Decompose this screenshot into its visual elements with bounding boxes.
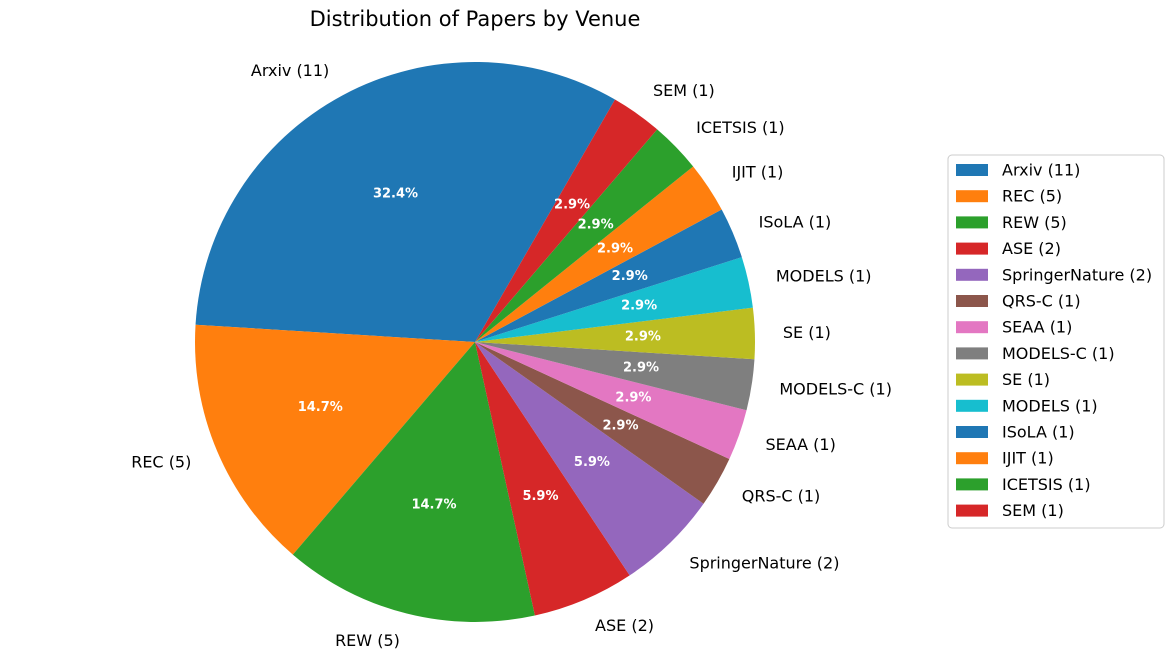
legend-label-sem-1: SEM (1) <box>1002 501 1064 520</box>
pie-slices <box>195 62 755 622</box>
slice-percent-ijit-1: 2.9% <box>597 242 633 257</box>
slice-label-ase-2: ASE (2) <box>595 616 654 635</box>
legend-swatch-ijit-1 <box>956 452 988 465</box>
slice-percent-models-c-1: 2.9% <box>623 360 659 375</box>
legend-swatch-rew-5 <box>956 216 988 229</box>
pie-slice-seaa-1 <box>475 342 747 460</box>
slice-percent-qrs-c-1: 2.9% <box>602 419 638 434</box>
slice-label-rec-5: REC (5) <box>131 453 191 472</box>
slice-label-rew-5: REW (5) <box>335 631 400 650</box>
pie-slice-se-1 <box>475 307 755 360</box>
pie-slice-icetsis-1 <box>475 129 694 342</box>
slice-label-ijit-1: IJIT (1) <box>732 162 784 181</box>
pie-slice-models-c-1 <box>475 342 755 411</box>
slice-percent-rew-5: 14.7% <box>411 497 456 512</box>
slice-labels: Arxiv (11) REC (5) REW (5) ASE (2) SpringerN… <box>131 61 892 650</box>
pie-slice-models-1 <box>475 257 753 342</box>
pie-slice-arxiv-11 <box>195 62 615 343</box>
slice-percent-springernature-2: 5.9% <box>574 455 610 470</box>
legend-label-ijit-1: IJIT (1) <box>1002 449 1054 468</box>
legend-label-rec-5: REC (5) <box>1002 187 1062 206</box>
slice-label-icetsis-1: ICETSIS (1) <box>696 118 785 137</box>
legend-swatch-models-c-1 <box>956 347 988 360</box>
slice-percent-labels: 32.4% 14.7% 14.7% 5.9% 5.9% 2.9% 2.9% 2.9% 2.9% 2… <box>298 186 661 512</box>
legend-label-rew-5: REW (5) <box>1002 213 1067 232</box>
legend-swatch-ase-2 <box>956 242 988 255</box>
pie-slice-ase-2 <box>475 342 630 616</box>
legend-swatch-models-1 <box>956 399 988 412</box>
legend-swatch-springernature-2 <box>956 268 988 281</box>
slice-label-arxiv-11: Arxiv (11) <box>251 61 329 80</box>
legend-label-se-1: SE (1) <box>1002 370 1050 389</box>
slice-percent-sem-1: 2.9% <box>554 197 590 212</box>
slice-percent-rec-5: 14.7% <box>298 400 343 415</box>
slice-percent-arxiv-11: 32.4% <box>373 186 418 201</box>
pie-slice-qrs-c-1 <box>475 342 730 504</box>
pie-slice-rec-5 <box>195 324 475 555</box>
slice-percent-ase-2: 5.9% <box>522 489 558 504</box>
slice-label-sem-1: SEM (1) <box>653 81 715 100</box>
legend-label-isola-1: ISoLA (1) <box>1002 423 1075 442</box>
legend-label-ase-2: ASE (2) <box>1002 239 1061 258</box>
slice-label-models-c-1: MODELS-C (1) <box>779 380 892 399</box>
legend-label-arxiv-11: Arxiv (11) <box>1002 161 1080 180</box>
legend-swatch-rec-5 <box>956 190 988 203</box>
slice-percent-se-1: 2.9% <box>625 329 661 344</box>
legend-swatch-qrs-c-1 <box>956 295 988 307</box>
pie-slice-ijit-1 <box>475 166 722 342</box>
legend-swatch-se-1 <box>956 373 988 386</box>
slice-percent-icetsis-1: 2.9% <box>578 218 614 233</box>
slice-label-se-1: SE (1) <box>783 323 831 342</box>
legend-swatch-icetsis-1 <box>956 478 988 491</box>
legend-frame <box>947 154 1165 529</box>
slice-label-isola-1: ISoLA (1) <box>759 212 832 231</box>
pie-slice-isola-1 <box>475 209 742 342</box>
legend-swatch-sem-1 <box>956 504 988 517</box>
legend-label-models-c-1: MODELS-C (1) <box>1002 344 1115 363</box>
legend-label-qrs-c-1: QRS-C (1) <box>1002 292 1081 311</box>
slice-percent-isola-1: 2.9% <box>612 269 648 284</box>
legend-swatch-seaa-1 <box>956 321 988 334</box>
pie-slice-rew-5 <box>292 342 535 622</box>
legend-label-models-1: MODELS (1) <box>1002 396 1098 415</box>
legend-label-icetsis-1: ICETSIS (1) <box>1002 475 1091 494</box>
slice-label-models-1: MODELS (1) <box>776 267 872 286</box>
slice-percent-seaa-1: 2.9% <box>615 390 651 405</box>
slice-label-springernature-2: SpringerNature (2) <box>689 554 839 573</box>
slice-label-qrs-c-1: QRS-C (1) <box>742 487 821 506</box>
pie-slice-springernature-2 <box>475 342 704 576</box>
pie-slice-sem-1 <box>475 99 658 343</box>
chart-title: Distribution of Papers by Venue <box>310 7 641 31</box>
legend: Arxiv (11) REC (5) REW (5) ASE (2) SpringerN… <box>947 154 1165 529</box>
legend-swatch-arxiv-11 <box>956 164 988 176</box>
slice-label-seaa-1: SEAA (1) <box>765 435 835 454</box>
legend-label-seaa-1: SEAA (1) <box>1002 318 1072 337</box>
slice-percent-models-1: 2.9% <box>621 299 657 314</box>
legend-swatch-isola-1 <box>956 426 988 438</box>
legend-label-springernature-2: SpringerNature (2) <box>1002 265 1152 284</box>
